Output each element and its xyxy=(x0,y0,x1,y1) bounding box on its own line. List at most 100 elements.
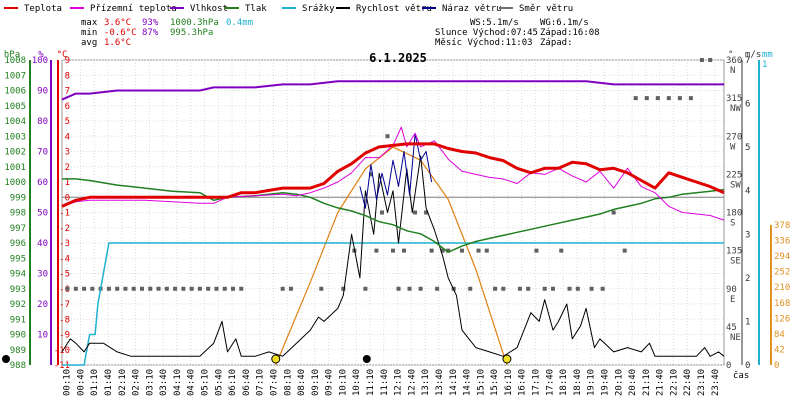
dir-tick: 270 xyxy=(726,132,742,142)
x-tick: 09:40 xyxy=(325,369,335,396)
x-tick: 07:10 xyxy=(256,369,266,396)
x-tick: 04:10 xyxy=(173,369,183,396)
dir-point xyxy=(493,286,498,291)
x-tick: 12:10 xyxy=(394,369,404,396)
dir-point xyxy=(407,286,412,291)
dir-point xyxy=(526,286,531,291)
press-tick: 995 xyxy=(10,254,26,264)
dir-point xyxy=(106,286,111,291)
moon-marker-left xyxy=(2,355,10,363)
hum-tick: 20 xyxy=(37,300,48,310)
x-tick: 06:10 xyxy=(228,369,238,396)
dir-point xyxy=(197,286,202,291)
stats: max 3.6°C 93% 1000.3hPa 0.4mm min -0.6°C 87% 995… xyxy=(81,18,253,48)
x-tick: 16:40 xyxy=(518,369,528,396)
hum-tick: 100 xyxy=(32,56,48,66)
dir-point xyxy=(611,210,616,215)
dir-point xyxy=(666,96,671,101)
x-tick: 14:10 xyxy=(449,369,459,396)
temp-unit: °C xyxy=(57,50,68,60)
rain-unit: mm xyxy=(762,50,773,60)
right-axes: ° m/s mm1360N315NW270W225SW180S135SE90E45N… xyxy=(726,50,790,371)
dir-point xyxy=(363,286,368,291)
x-tick: 19:10 xyxy=(587,369,597,396)
wind-speed-line xyxy=(61,155,725,357)
hum-tick: 40 xyxy=(37,239,48,249)
ws-tick: 6 xyxy=(745,100,750,110)
x-tick: 03:10 xyxy=(145,369,155,396)
rain-tick: 336 xyxy=(774,237,790,247)
x-tick: 23:10 xyxy=(697,369,707,396)
x-tick: 08:40 xyxy=(297,369,307,396)
dir-point xyxy=(214,286,219,291)
dir-point xyxy=(82,286,87,291)
x-tick: 11:40 xyxy=(380,369,390,396)
temp-tick: 4 xyxy=(65,132,70,142)
hum-tick: 10 xyxy=(37,331,48,341)
press-unit: hPa xyxy=(4,50,20,60)
temp-tick: 7 xyxy=(65,87,70,97)
hum-tick: 70 xyxy=(37,148,48,158)
dir-point xyxy=(501,286,506,291)
press-tick: 993 xyxy=(10,285,26,295)
x-tick: 05:10 xyxy=(201,369,211,396)
dir-point xyxy=(319,286,324,291)
dir-point xyxy=(391,248,395,253)
hum-tick: 50 xyxy=(37,209,48,219)
temp-tick: -2 xyxy=(59,224,70,234)
rain-tick: 294 xyxy=(774,252,790,262)
x-tick: 00:10 xyxy=(63,369,73,396)
stat-press: 995.3hPa xyxy=(170,28,213,38)
press-tick: 1002 xyxy=(4,148,26,158)
dir-name: S xyxy=(730,219,735,229)
dir-point xyxy=(688,96,693,101)
humidity-line xyxy=(61,80,724,101)
dir-point xyxy=(73,286,78,291)
dir-name: NE xyxy=(730,333,741,343)
dir-point xyxy=(446,248,451,253)
dir-point xyxy=(429,248,434,253)
press-tick: 997 xyxy=(10,224,26,234)
dir-point xyxy=(164,286,169,291)
rain-tick: 42 xyxy=(774,345,785,355)
x-tick: 20:10 xyxy=(614,369,624,396)
ws-tick: 0 xyxy=(745,361,750,371)
x-tick: 11:10 xyxy=(366,369,376,396)
ws-tick: 2 xyxy=(745,274,750,284)
moonrise-marker xyxy=(362,355,371,363)
press-tick: 1003 xyxy=(4,132,26,142)
temp-tick: 8 xyxy=(65,71,70,81)
x-tick: 14:40 xyxy=(463,369,473,396)
press-tick: 991 xyxy=(10,315,26,325)
x-tick: 13:10 xyxy=(421,369,431,396)
press-tick: 990 xyxy=(10,331,26,341)
temp-tick: -3 xyxy=(59,239,70,249)
dir-point xyxy=(222,286,227,291)
dir-point xyxy=(708,58,713,62)
x-tick: 17:10 xyxy=(532,369,542,396)
dir-name: SE xyxy=(730,257,741,267)
temp-tick: -8 xyxy=(59,315,70,325)
temp-tick: 3 xyxy=(65,148,70,158)
press-tick: 1004 xyxy=(4,117,26,127)
x-tick: 04:40 xyxy=(187,369,197,396)
dir-point xyxy=(534,248,539,253)
dir-point xyxy=(206,286,211,291)
press-tick: 994 xyxy=(10,270,26,280)
dir-point xyxy=(600,286,605,291)
dir-point xyxy=(65,286,70,291)
dir-point xyxy=(239,286,244,291)
dir-point xyxy=(374,248,379,253)
dir-point xyxy=(123,286,128,291)
dir-point xyxy=(173,286,178,291)
dir-tick: 225 xyxy=(726,170,742,180)
x-tick: 07:40 xyxy=(269,369,279,396)
rain-line xyxy=(62,242,724,366)
dir-point xyxy=(542,286,547,291)
stat-temp: 3.6°C xyxy=(104,18,131,28)
rain-top: 1 xyxy=(762,60,767,70)
stat-hum: 93% xyxy=(142,18,159,28)
chart-title: 6.1.2025 xyxy=(369,51,427,65)
